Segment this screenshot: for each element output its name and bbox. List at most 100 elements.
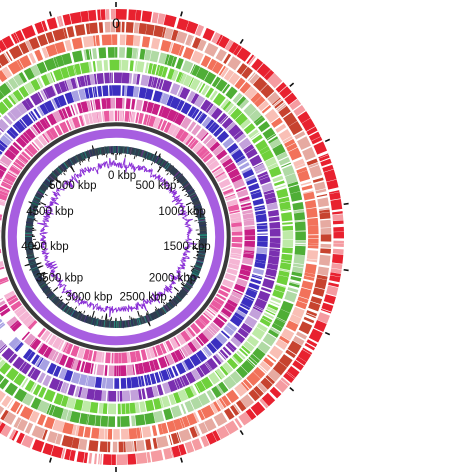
ring-segment: [140, 74, 150, 87]
ring-segment: [136, 439, 145, 452]
inner-feature: [199, 228, 207, 230]
ring-segment: [276, 188, 289, 199]
ring-segment: [178, 72, 184, 83]
ring-segment: [79, 75, 86, 87]
ring-segment: [224, 302, 236, 313]
inner-feature: [27, 257, 35, 261]
ring-segment: [247, 287, 258, 293]
major-tick: [92, 310, 95, 317]
inner-feature: [182, 181, 189, 186]
ring-segment: [272, 143, 286, 157]
inner-feature: [192, 270, 200, 275]
ring-segment: [171, 69, 179, 82]
ring-segment: [250, 401, 266, 417]
ring-segment: [43, 346, 53, 359]
gc-skew-graph-baseline: [43, 164, 189, 310]
ring-segment: [245, 148, 258, 159]
ring-segment: [239, 348, 249, 357]
ring-segment: [38, 386, 47, 399]
ring-segment: [225, 195, 237, 202]
ring-segment: [106, 98, 111, 109]
minor-tick: [150, 162, 153, 166]
inner-feature: [175, 296, 181, 302]
ring-segment: [12, 161, 23, 170]
inner-feature: [145, 151, 148, 159]
ring-segment: [197, 113, 208, 125]
inner-feature: [168, 302, 174, 308]
inner-feature: [38, 188, 46, 193]
ring-segment: [236, 189, 249, 198]
inner-feature: [75, 155, 79, 162]
ring-segment: [237, 327, 249, 339]
comparison-rings: [0, 9, 345, 466]
ring-segment: [204, 362, 212, 372]
inner-feature: [186, 281, 194, 287]
ring-segment: [273, 98, 282, 107]
ring-segment: [1, 35, 15, 49]
ring-segment: [38, 358, 50, 372]
inner-feature: [113, 320, 114, 328]
inner-feature: [87, 150, 90, 158]
ring-segment: [140, 375, 145, 387]
inner-feature: [183, 286, 190, 292]
tick-label: 4500 kbp: [26, 206, 73, 218]
ring-segment: [260, 84, 275, 99]
ring-segment: [121, 403, 126, 415]
ring-segment: [158, 52, 168, 65]
minor-tick: [133, 156, 136, 160]
inner-feature: [59, 303, 65, 310]
ring-segment: [77, 347, 86, 359]
ring-segment: [76, 451, 85, 463]
ring-segment: [206, 389, 216, 401]
ring-segment: [279, 201, 291, 211]
ring-segment: [192, 37, 202, 49]
ring-segment: [244, 315, 258, 329]
ring-segment: [28, 52, 37, 64]
ring-segment: [214, 170, 225, 177]
ring-segment: [98, 47, 107, 59]
ring-segment: [330, 268, 342, 274]
ring-segment: [103, 60, 109, 71]
ring-segment: [256, 225, 268, 230]
ring-segment: [221, 278, 234, 289]
ring-segment: [243, 253, 254, 259]
ring-segment: [116, 47, 118, 58]
inner-feature: [95, 318, 98, 326]
ring-segment: [187, 106, 197, 118]
ring-segment: [163, 342, 169, 353]
ring-segment: [170, 83, 181, 96]
ring-segment: [58, 109, 66, 121]
ring-segment: [34, 49, 44, 62]
ring-segment: [259, 360, 271, 372]
ring-segment: [56, 380, 64, 392]
ring-segment: [257, 235, 268, 242]
ring-segment: [3, 411, 17, 425]
ring-segment: [148, 115, 156, 128]
inner-feature: [121, 320, 123, 328]
ring-segment: [8, 45, 23, 60]
ring-segment: [255, 213, 267, 223]
ring-segment: [25, 40, 33, 52]
ring-segment: [83, 49, 88, 61]
ring-segment: [30, 397, 42, 410]
inner-feature: [138, 317, 142, 325]
ring-segment: [233, 332, 246, 344]
minor-tick: [142, 158, 145, 162]
ring-segment: [249, 353, 261, 364]
ring-segment: [257, 171, 268, 178]
ring-segment: [35, 356, 43, 367]
inner-feature: [30, 265, 38, 269]
ring-segment: [319, 212, 331, 220]
comparison-ring: [0, 59, 294, 415]
ring-segment: [234, 77, 246, 90]
ring-segment: [98, 428, 105, 440]
inner-feature: [196, 261, 204, 265]
ring-segment: [184, 441, 195, 454]
ring-segment: [70, 105, 76, 116]
ring-segment: [152, 90, 163, 103]
inner-feature: [194, 203, 202, 208]
ring-segment: [171, 445, 181, 458]
ring-segment: [124, 110, 130, 122]
ring-segment: [240, 394, 255, 409]
inner-feature: [103, 320, 106, 328]
